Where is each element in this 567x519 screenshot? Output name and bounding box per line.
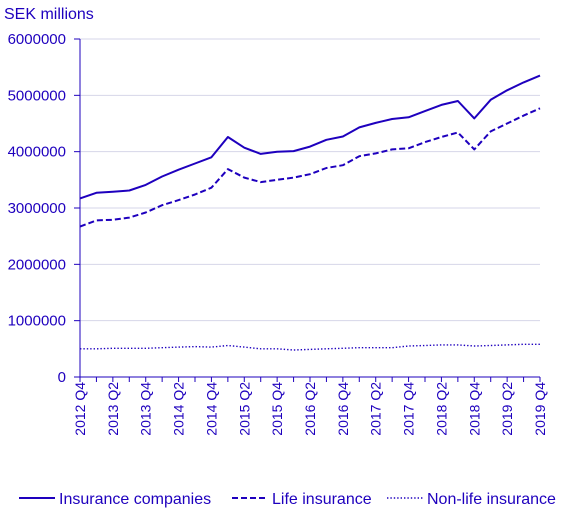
series-line-2	[80, 343, 540, 351]
y-tick-label: 1000000	[8, 313, 66, 330]
legend-label-2: Non-life insurance	[427, 491, 556, 508]
y-axis-ticks: 0 1000000 2000000 3000000 4000000 5000000 6000…	[8, 31, 66, 386]
legend: Insurance companies Life insurance Non-lif…	[19, 491, 556, 508]
x-tick-label: 2017 Q2	[368, 382, 384, 436]
legend-label-0: Insurance companies	[59, 491, 211, 508]
y-axis-label: SEK millions	[4, 6, 94, 23]
x-tick-label: 2018 Q2	[433, 382, 449, 436]
x-tick-label: 2019 Q2	[499, 382, 515, 436]
x-tick-label: 2016 Q2	[302, 382, 318, 436]
x-tick-label: 2015 Q2	[236, 382, 252, 436]
series-lines	[79, 74, 541, 351]
x-tick-label: 2018 Q4	[466, 382, 482, 436]
series-line-1	[79, 107, 541, 228]
y-tick-label: 0	[58, 369, 66, 386]
y-tick-label: 4000000	[8, 144, 66, 161]
gridlines	[80, 38, 540, 322]
x-tick-label: 2016 Q4	[335, 382, 351, 436]
x-tick-label: 2013 Q4	[138, 382, 154, 436]
x-axis: 2012 Q4 2013 Q2 2013 Q4 2014 Q2 2014 Q4 2015 …	[72, 38, 548, 436]
y-tick-label: 2000000	[8, 256, 66, 273]
x-tick-label: 2014 Q4	[203, 382, 219, 436]
x-tick-label: 2013 Q2	[105, 382, 121, 436]
x-tick-label: 2012 Q4	[72, 382, 88, 436]
y-tick-label: 6000000	[8, 31, 66, 48]
y-tick-label: 3000000	[8, 200, 66, 217]
x-tick-label: 2019 Q4	[532, 382, 548, 436]
x-tick-label: 2014 Q2	[171, 382, 187, 436]
series-line-0	[79, 74, 541, 200]
y-tick-label: 5000000	[8, 87, 66, 104]
legend-label-1: Life insurance	[272, 491, 372, 508]
x-tick-label: 2017 Q4	[401, 382, 417, 436]
x-tick-label: 2015 Q4	[269, 382, 285, 436]
